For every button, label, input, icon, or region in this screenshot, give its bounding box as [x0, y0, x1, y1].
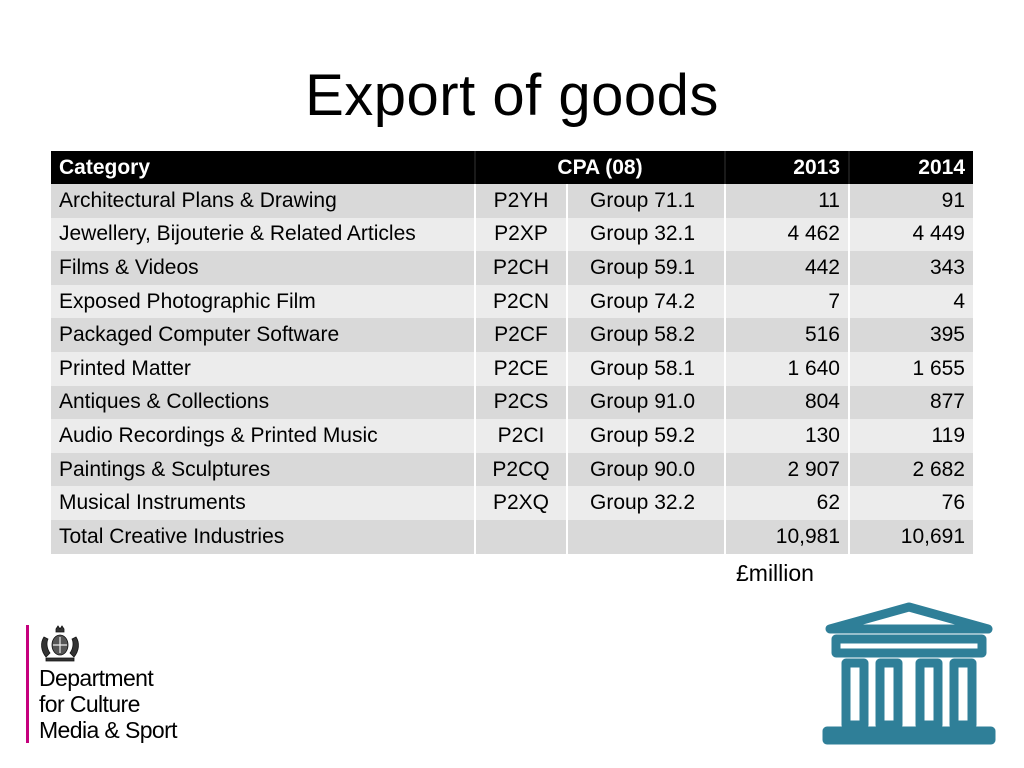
- table-header-row: Category CPA (08) 2013 2014: [51, 151, 973, 184]
- header-category: Category: [51, 151, 475, 184]
- cell-cpa-code: [474, 519, 567, 554]
- dcms-logo: Department for Culture Media & Sport: [26, 625, 226, 745]
- cell-2013: 442: [724, 251, 849, 285]
- table-row: Exposed Photographic Film P2CN Group 74.2 7…: [51, 284, 973, 319]
- logo-accent-bar: [26, 625, 29, 743]
- table-row: Antiques & Collections P2CS Group 91.0 804 8…: [51, 385, 973, 420]
- department-name-line: Media & Sport: [39, 717, 178, 743]
- cell-cpa-code: P2CI: [474, 419, 567, 453]
- cell-category: Musical Instruments: [51, 486, 475, 520]
- cell-cpa-code: P2CN: [474, 284, 567, 319]
- cell-2013: 2 907: [724, 452, 849, 487]
- cell-cpa-code: P2CF: [474, 318, 567, 352]
- cell-category: Total Creative Industries: [51, 519, 475, 554]
- cell-2014: 10,691: [848, 519, 973, 554]
- cell-cpa-group: Group 74.2: [566, 284, 725, 319]
- cell-cpa-group: Group 58.1: [566, 351, 725, 386]
- table-row: Audio Recordings & Printed Music P2CI Grou…: [51, 419, 973, 453]
- unit-note: £million: [736, 560, 814, 586]
- cell-cpa-code: P2YH: [474, 184, 567, 218]
- table-row: Architectural Plans & Drawing P2YH Group 7…: [51, 184, 973, 218]
- table-row: Jewellery, Bijouterie & Related Articles…: [51, 217, 973, 252]
- table-row: Packaged Computer Software P2CF Group 58.2…: [51, 318, 973, 352]
- header-2013: 2013: [724, 151, 849, 184]
- cell-2014: 119: [848, 419, 973, 453]
- cell-2014: 877: [848, 385, 973, 420]
- cell-category: Packaged Computer Software: [51, 318, 475, 352]
- table-row: Printed Matter P2CE Group 58.1 1 640 1 655: [51, 351, 973, 386]
- cell-2013: 7: [724, 284, 849, 319]
- cell-category: Jewellery, Bijouterie & Related Articles: [51, 217, 475, 252]
- cell-cpa-group: Group 32.1: [566, 217, 725, 252]
- cell-cpa-code: P2CE: [474, 351, 567, 386]
- header-2014: 2014: [848, 151, 973, 184]
- cell-category: Architectural Plans & Drawing: [51, 184, 475, 218]
- cell-category: Exposed Photographic Film: [51, 284, 475, 319]
- cell-cpa-group: Group 32.2: [566, 486, 725, 520]
- cell-cpa-group: Group 91.0: [566, 385, 725, 420]
- cell-2014: 395: [848, 318, 973, 352]
- cell-2013: 4 462: [724, 217, 849, 252]
- export-table: Category CPA (08) 2013 2014 Architectura…: [51, 151, 973, 554]
- table-row: Musical Instruments P2XQ Group 32.2 62 76: [51, 486, 973, 520]
- cell-2014: 4 449: [848, 217, 973, 252]
- cell-cpa-code: P2CQ: [474, 452, 567, 487]
- cell-cpa-code: P2CS: [474, 385, 567, 420]
- table-row: Total Creative Industries 10,981 10,691: [51, 519, 973, 554]
- cell-cpa-code: P2XQ: [474, 486, 567, 520]
- cell-2014: 91: [848, 184, 973, 218]
- cell-cpa-group: Group 59.1: [566, 251, 725, 285]
- museum-building-icon: [822, 602, 996, 745]
- cell-category: Films & Videos: [51, 251, 475, 285]
- cell-2013: 1 640: [724, 351, 849, 386]
- header-cpa: CPA (08): [474, 151, 725, 184]
- cell-2014: 76: [848, 486, 973, 520]
- cell-category: Antiques & Collections: [51, 385, 475, 420]
- cell-cpa-group: Group 71.1: [566, 184, 725, 218]
- table-row: Paintings & Sculptures P2CQ Group 90.0 2 90…: [51, 452, 973, 487]
- cell-cpa-group: Group 90.0: [566, 452, 725, 487]
- cell-2013: 516: [724, 318, 849, 352]
- cell-cpa-code: P2CH: [474, 251, 567, 285]
- cell-2013: 10,981: [724, 519, 849, 554]
- cell-2014: 343: [848, 251, 973, 285]
- cell-category: Printed Matter: [51, 351, 475, 386]
- cell-2014: 4: [848, 284, 973, 319]
- department-name-line: for Culture: [39, 691, 140, 717]
- cell-2014: 1 655: [848, 351, 973, 386]
- royal-crest-icon: [41, 625, 79, 662]
- page-title: Export of goods: [305, 63, 719, 128]
- cell-2014: 2 682: [848, 452, 973, 487]
- cell-category: Audio Recordings & Printed Music: [51, 419, 475, 453]
- cell-2013: 130: [724, 419, 849, 453]
- table-row: Films & Videos P2CH Group 59.1 442 343: [51, 251, 973, 285]
- cell-cpa-code: P2XP: [474, 217, 567, 252]
- department-name: Department for Culture Media & Sport: [39, 665, 178, 743]
- cell-category: Paintings & Sculptures: [51, 452, 475, 487]
- cell-2013: 62: [724, 486, 849, 520]
- cell-2013: 804: [724, 385, 849, 420]
- table-body: Architectural Plans & Drawing P2YH Group 7…: [51, 184, 973, 554]
- cell-cpa-group: Group 58.2: [566, 318, 725, 352]
- cell-cpa-group: Group 59.2: [566, 419, 725, 453]
- department-name-line: Department: [39, 665, 154, 691]
- cell-cpa-group: [566, 519, 725, 554]
- cell-2013: 11: [724, 184, 849, 218]
